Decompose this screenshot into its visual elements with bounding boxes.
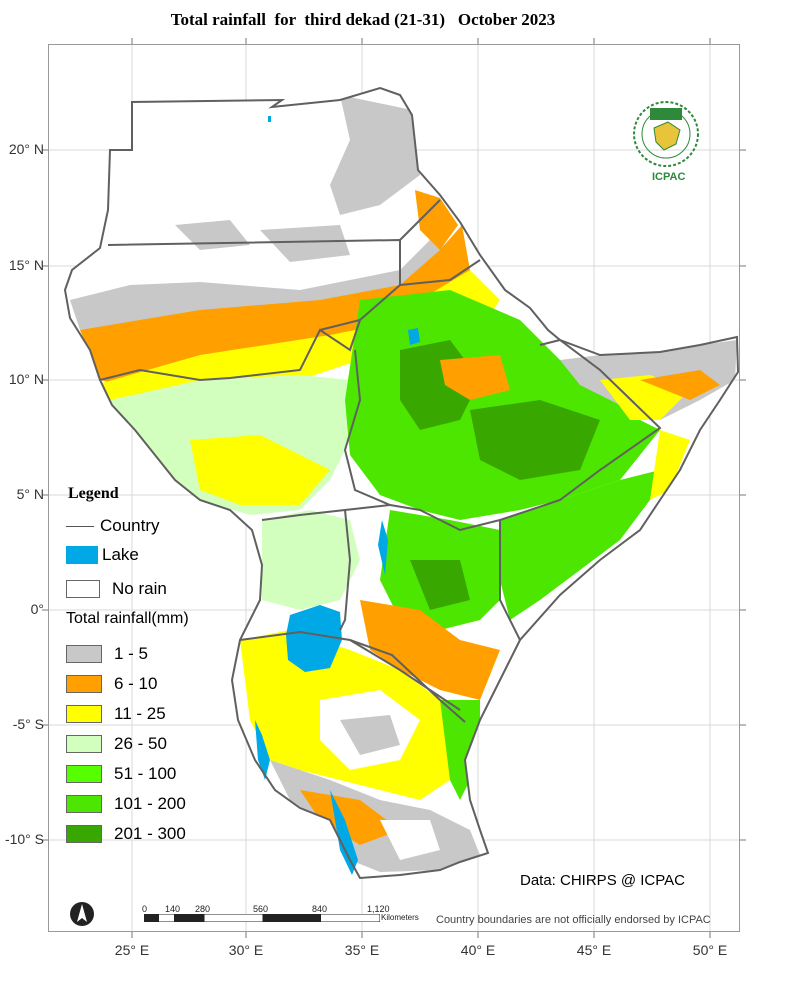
lon-label-45e: 45° E <box>576 942 612 958</box>
lat-label-10s: -10° S <box>4 831 44 847</box>
lon-label-50e: 50° E <box>692 942 728 958</box>
legend-class-51-100: 51 - 100 <box>66 764 176 784</box>
logo-igad-text: IGAD <box>655 109 678 119</box>
scale-bar <box>144 914 380 922</box>
swatch-11-25 <box>66 705 102 723</box>
legend-class-101-200: 101 - 200 <box>66 794 186 814</box>
swatch-6-10 <box>66 675 102 693</box>
legend-class-label: 6 - 10 <box>114 674 158 693</box>
legend-class-label: 11 - 25 <box>114 704 166 723</box>
swatch-101-200 <box>66 795 102 813</box>
legend-lake: Lake <box>66 545 139 565</box>
lat-label-5n: 5° N <box>16 486 44 502</box>
north-arrow-icon <box>70 902 94 926</box>
legend-class-1-5: 1 - 5 <box>66 644 148 664</box>
logo-icpac-text: ICPAC <box>652 171 686 183</box>
igad-logo-icon <box>633 101 699 167</box>
lon-label-35e: 35° E <box>344 942 380 958</box>
scale-tick: 1,120 <box>367 904 390 914</box>
legend-lake-label: Lake <box>102 545 139 564</box>
map-frame <box>48 44 740 932</box>
legend-class-6-10: 6 - 10 <box>66 674 157 694</box>
country-boundaries <box>63 86 740 880</box>
legend-no-rain: No rain <box>66 579 167 599</box>
disclaimer: Country boundaries are not officially en… <box>436 914 711 926</box>
legend-title: Legend <box>68 485 119 502</box>
legend-class-label: 26 - 50 <box>114 734 167 753</box>
scale-tick: 560 <box>253 904 269 914</box>
lat-label-20n: 20° N <box>8 141 44 157</box>
legend-class-label: 1 - 5 <box>114 644 149 663</box>
legend-rainfall-title: Total rainfall(mm) <box>66 610 189 627</box>
swatch-1-5 <box>66 645 102 663</box>
swatch-201-300 <box>66 825 102 843</box>
lon-label-30e: 30° E <box>228 942 264 958</box>
legend-class-201-300: 201 - 300 <box>66 824 186 844</box>
scale-unit: Kilometers <box>381 913 419 922</box>
legend-class-label: 101 - 200 <box>114 794 186 813</box>
swatch-26-50 <box>66 735 102 753</box>
scale-tick: 840 <box>312 904 328 914</box>
legend-class-26-50: 26 - 50 <box>66 734 167 754</box>
lakes <box>255 116 420 875</box>
map-title: Total rainfall for third dekad (21-31) O… <box>170 10 556 29</box>
data-credit: Data: CHIRPS @ ICPAC <box>520 872 685 889</box>
lat-label-15n: 15° N <box>8 257 44 273</box>
legend-country-label: Country <box>100 516 160 535</box>
lat-label-10n: 10° N <box>8 371 44 387</box>
scale-tick: 140 <box>165 904 181 914</box>
legend-class-label: 51 - 100 <box>114 764 177 783</box>
legend-class-label: 201 - 300 <box>114 824 186 843</box>
scale-tick: 0 <box>142 904 148 914</box>
legend-no-rain-label: No rain <box>112 579 167 598</box>
lon-label-25e: 25° E <box>114 942 150 958</box>
no-rain-swatch <box>66 580 100 598</box>
scale-tick: 280 <box>195 904 211 914</box>
lat-label-5s: -5° S <box>12 716 44 732</box>
lat-label-0: 0° <box>30 601 44 617</box>
legend-class-11-25: 11 - 25 <box>66 704 166 724</box>
country-line-icon <box>66 525 94 527</box>
legend-country: Country <box>66 516 160 536</box>
lake-swatch <box>66 546 98 564</box>
swatch-51-100 <box>66 765 102 783</box>
lon-label-40e: 40° E <box>460 942 496 958</box>
